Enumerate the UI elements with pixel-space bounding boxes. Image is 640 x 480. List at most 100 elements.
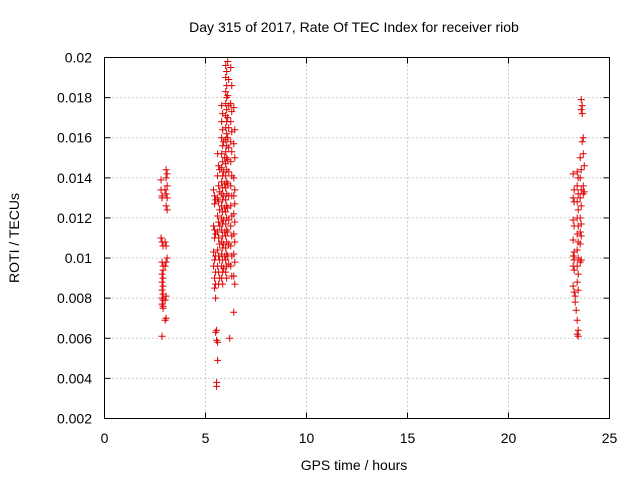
data-point <box>222 208 230 216</box>
data-point <box>577 232 585 240</box>
data-point <box>226 334 234 342</box>
data-point <box>222 160 230 168</box>
data-point <box>218 102 226 110</box>
data-point <box>218 164 226 172</box>
y-tick-label: 0.006 <box>57 330 92 346</box>
plot-frame <box>104 57 610 419</box>
data-point <box>222 184 230 192</box>
x-axis-tick-labels: 0 5 10 15 20 25 <box>101 430 618 446</box>
data-point <box>574 286 582 294</box>
y-tick-label: 0.018 <box>57 90 92 106</box>
data-point <box>210 186 218 194</box>
data-point <box>222 220 230 228</box>
data-point <box>570 256 578 264</box>
data-point <box>213 382 221 390</box>
data-point <box>230 140 238 148</box>
data-point <box>222 268 230 276</box>
data-point <box>570 186 578 194</box>
data-point <box>573 246 581 254</box>
data-point <box>163 254 171 262</box>
data-point <box>579 134 587 142</box>
data-point <box>161 262 169 270</box>
data-point <box>161 316 169 324</box>
data-point <box>227 158 235 166</box>
data-point <box>231 238 239 246</box>
data-point <box>580 162 588 170</box>
data-point <box>576 194 584 202</box>
data-point <box>573 278 581 286</box>
data-point <box>225 216 233 224</box>
data-point <box>162 258 170 266</box>
data-point <box>215 198 223 206</box>
data-point <box>210 222 218 230</box>
data-point <box>230 308 238 316</box>
data-point <box>573 316 581 324</box>
data-point <box>227 262 235 270</box>
data-point <box>576 214 584 222</box>
data-point <box>231 154 239 162</box>
data-point <box>223 274 231 282</box>
data-point <box>569 282 577 290</box>
data-point <box>227 202 235 210</box>
data-point <box>576 174 584 182</box>
x-tick-label: 20 <box>501 430 517 446</box>
data-point <box>163 206 171 214</box>
y-tick-label: 0.004 <box>57 370 92 386</box>
axis-ticks <box>104 57 610 419</box>
data-point <box>157 234 165 242</box>
data-point <box>576 240 584 248</box>
data-point <box>214 194 222 202</box>
y-tick-label: 0.014 <box>57 170 92 186</box>
data-point <box>230 104 238 112</box>
data-point <box>210 248 218 256</box>
x-tick-label: 5 <box>202 430 210 446</box>
data-point <box>576 258 584 266</box>
data-point <box>577 220 585 228</box>
data-point <box>231 186 239 194</box>
data-point <box>222 244 230 252</box>
data-point <box>222 172 230 180</box>
data-point <box>215 234 223 242</box>
data-point <box>569 194 577 202</box>
data-point <box>215 218 223 226</box>
data-point <box>212 328 220 336</box>
data-point <box>573 198 581 206</box>
data-point <box>231 258 239 266</box>
data-point <box>571 298 579 306</box>
y-axis-label: ROTI / TECUs <box>6 193 22 283</box>
data-point <box>231 200 239 208</box>
data-point <box>571 292 579 300</box>
data-point <box>569 216 577 224</box>
data-point <box>574 206 582 214</box>
data-point <box>225 124 233 132</box>
data-point <box>228 82 236 90</box>
data-point <box>231 280 239 288</box>
data-point <box>222 62 230 70</box>
data-point <box>222 88 230 96</box>
data-point <box>231 218 239 226</box>
data-point <box>577 202 585 210</box>
data-point <box>569 252 577 260</box>
data-point <box>224 114 232 122</box>
data-point <box>159 266 167 274</box>
data-point <box>230 230 238 238</box>
data-point <box>230 272 238 280</box>
data-point <box>577 96 585 104</box>
data-point <box>577 166 585 174</box>
data-point <box>230 250 238 258</box>
data-point <box>212 294 220 302</box>
data-point <box>223 106 231 114</box>
data-point <box>579 190 587 198</box>
data-point <box>570 266 578 274</box>
data-point <box>222 232 230 240</box>
data-point <box>227 182 235 190</box>
data-point <box>227 222 235 230</box>
data-point <box>162 190 170 198</box>
data-point <box>228 148 236 156</box>
data-point <box>223 130 231 138</box>
data-point <box>230 192 238 200</box>
data-point <box>161 186 169 194</box>
data-point <box>227 64 235 72</box>
grid <box>104 57 610 419</box>
data-point <box>162 292 170 300</box>
